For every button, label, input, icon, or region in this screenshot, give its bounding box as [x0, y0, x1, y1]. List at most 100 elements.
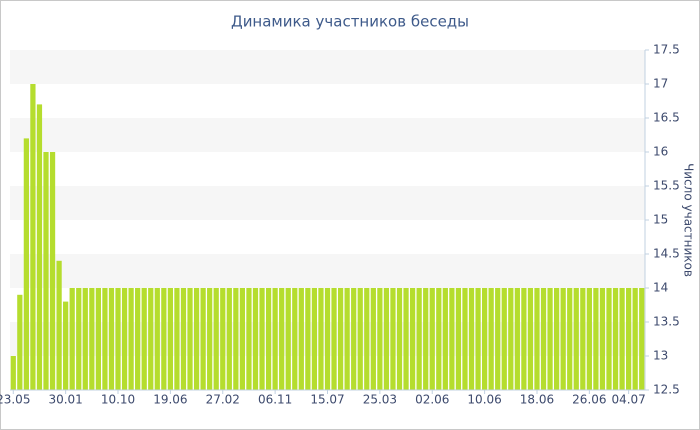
bar: [311, 288, 318, 390]
bar: [174, 288, 180, 390]
bar: [115, 288, 121, 390]
bar: [272, 288, 278, 390]
bar: [423, 288, 429, 390]
bar: [200, 288, 206, 390]
bar: [619, 288, 625, 390]
y-tick-label: 14.5: [653, 247, 680, 261]
bar: [233, 288, 239, 390]
bar: [285, 288, 291, 390]
bar: [547, 288, 553, 390]
bar: [265, 288, 272, 390]
y-axis-label: Число участников: [682, 163, 696, 277]
bar: [23, 138, 29, 390]
bar: [501, 288, 507, 390]
bar: [252, 288, 259, 390]
grid-band: [10, 254, 645, 288]
bar: [102, 288, 108, 390]
bar: [475, 288, 481, 390]
bar: [488, 288, 494, 390]
y-tick-label: 15: [653, 213, 668, 227]
bar: [49, 152, 56, 390]
grid-band: [10, 118, 645, 152]
bar: [436, 288, 442, 390]
bar: [462, 288, 468, 390]
bar: [599, 288, 606, 390]
y-tick-label: 12.5: [653, 383, 680, 397]
bar: [409, 288, 416, 390]
x-tick-label: 26.06: [572, 393, 606, 407]
x-tick-label: 18.06: [520, 393, 554, 407]
bar: [135, 288, 141, 390]
x-tick-label: 15.07: [310, 393, 344, 407]
bar: [207, 288, 213, 390]
bar: [495, 288, 501, 390]
y-tick-label: 13: [653, 349, 668, 363]
bar: [128, 288, 134, 390]
bar: [187, 288, 193, 390]
bar: [429, 288, 435, 390]
x-tick-label: 19.06: [153, 393, 187, 407]
bar: [10, 356, 16, 390]
bar: [141, 288, 147, 390]
bar: [593, 288, 599, 390]
bar: [573, 288, 579, 390]
bar: [626, 288, 632, 390]
bar: [82, 288, 88, 390]
x-tick-label: 02.06: [415, 393, 449, 407]
bar: [534, 288, 540, 390]
bar: [331, 288, 337, 390]
bar: [442, 288, 448, 390]
bar: [220, 288, 226, 390]
bar: [468, 288, 475, 390]
x-tick-label: 04.07: [611, 393, 645, 407]
y-tick-label: 17.5: [653, 43, 680, 57]
bar: [481, 288, 488, 390]
x-tick-label: 27.02: [206, 393, 240, 407]
bar: [63, 301, 69, 390]
y-tick-label: 17: [653, 77, 668, 91]
bar: [305, 288, 311, 390]
bar: [416, 288, 422, 390]
bar: [521, 288, 527, 390]
bar: [364, 288, 370, 390]
bar: [377, 288, 383, 390]
bar: [337, 288, 344, 390]
bar: [357, 288, 363, 390]
bar: [43, 152, 49, 390]
bar: [193, 288, 200, 390]
bar: [540, 288, 547, 390]
bar: [292, 288, 298, 390]
bar: [167, 288, 174, 390]
bar: [567, 288, 573, 390]
bar: [239, 288, 246, 390]
bar: [161, 288, 167, 390]
chart-title: Динамика участников беседы: [231, 13, 469, 31]
bar: [76, 288, 82, 390]
x-tick-label: 10.10: [101, 393, 135, 407]
x-tick-label: 25.03: [363, 393, 397, 407]
bar: [17, 294, 23, 390]
bar: [56, 260, 62, 390]
bar: [455, 288, 462, 390]
bar: [580, 288, 586, 390]
bar: [279, 288, 285, 390]
x-tick-label: 30.01: [48, 393, 82, 407]
bar: [612, 288, 619, 390]
x-tick-label: 23.05: [0, 393, 30, 407]
bar: [154, 288, 160, 390]
bar: [30, 84, 36, 390]
bar: [226, 288, 232, 390]
y-tick-label: 15.5: [653, 179, 680, 193]
y-tick-label: 16: [653, 145, 668, 159]
bar: [527, 288, 534, 390]
bar: [180, 288, 187, 390]
bar: [370, 288, 376, 390]
bar: [344, 288, 350, 390]
bar: [318, 288, 324, 390]
bar: [148, 288, 154, 390]
bar: [108, 288, 115, 390]
bar: [606, 288, 612, 390]
bar: [351, 288, 357, 390]
bar: [396, 288, 403, 390]
bar: [449, 288, 455, 390]
